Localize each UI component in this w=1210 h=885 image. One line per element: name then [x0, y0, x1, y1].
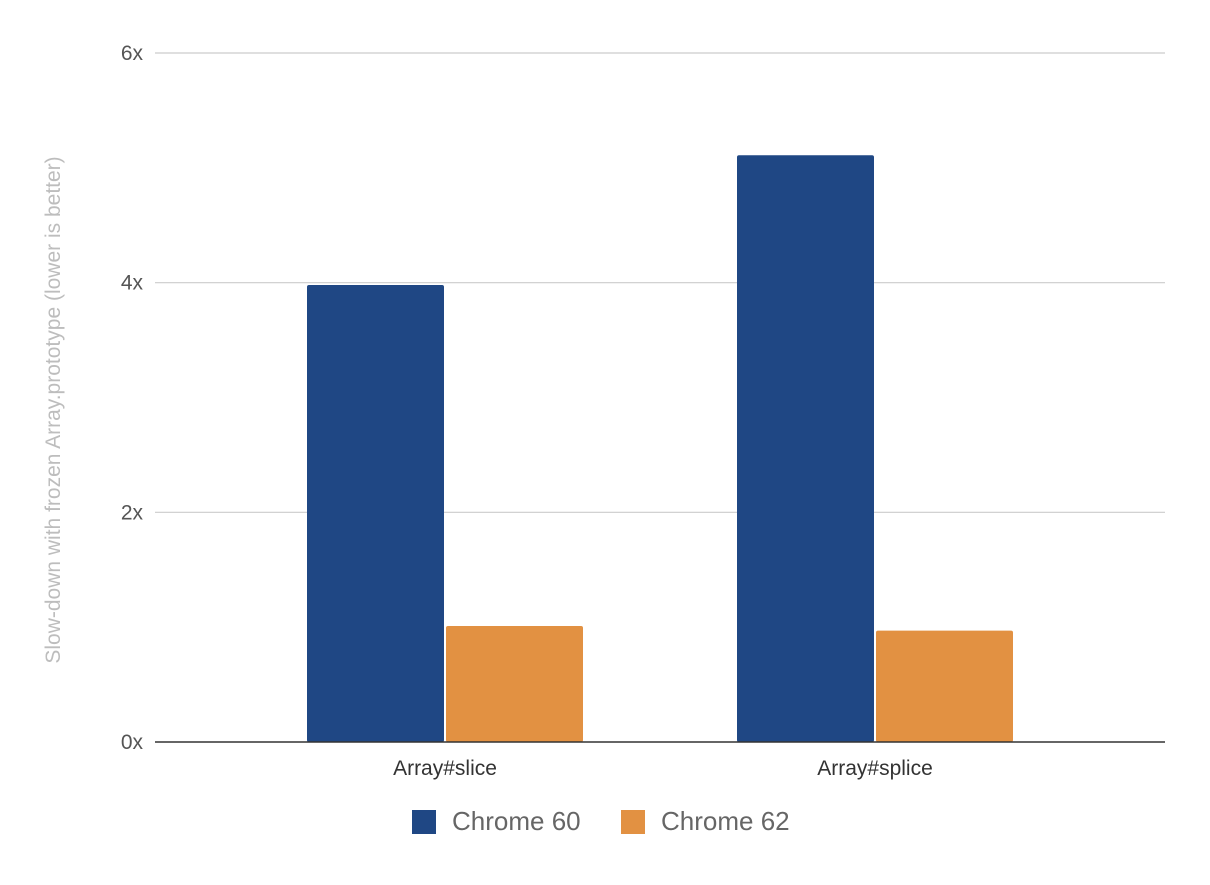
- bar-chrome-62-array-slice: [446, 626, 583, 742]
- gridlines: [155, 52, 1165, 513]
- bar-chrome-60-array-slice: [307, 284, 444, 742]
- y-axis-tick-labels: 0x 2x 4x 6x: [121, 42, 144, 754]
- y-axis-label: Slow-down with frozen Array.prototype (l…: [42, 156, 65, 663]
- legend-swatch: [621, 810, 645, 834]
- x-tick-label: Array#splice: [817, 757, 933, 780]
- bar-chrome-62-array-splice: [876, 630, 1013, 742]
- legend-label: Chrome 62: [661, 806, 790, 836]
- y-tick-label: 2x: [121, 501, 144, 524]
- bars: [307, 155, 1013, 742]
- legend-swatch: [412, 810, 436, 834]
- y-tick-label: 6x: [121, 42, 144, 65]
- x-tick-label: Array#slice: [393, 757, 497, 780]
- y-tick-label: 0x: [121, 731, 144, 754]
- legend: Chrome 60 Chrome 62: [412, 806, 790, 836]
- y-tick-label: 4x: [121, 272, 144, 295]
- bar-chrome-60-array-splice: [737, 155, 874, 742]
- x-axis-tick-labels: Array#slice Array#splice: [393, 757, 933, 780]
- legend-label: Chrome 60: [452, 806, 581, 836]
